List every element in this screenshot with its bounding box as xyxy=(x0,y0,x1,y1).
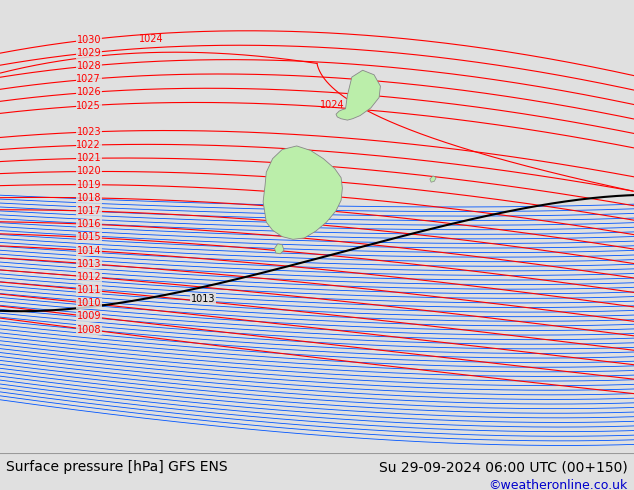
Text: 1022: 1022 xyxy=(77,140,101,150)
Text: 1018: 1018 xyxy=(77,193,101,203)
Text: 1013: 1013 xyxy=(77,259,101,269)
Text: 1023: 1023 xyxy=(77,127,101,137)
Text: 1011: 1011 xyxy=(77,285,101,295)
Text: 1012: 1012 xyxy=(77,272,101,282)
Text: 1020: 1020 xyxy=(77,167,101,176)
Text: 1030: 1030 xyxy=(77,35,101,45)
Text: 1024: 1024 xyxy=(320,100,345,110)
Text: 1021: 1021 xyxy=(77,153,101,163)
Text: ©weatheronline.co.uk: ©weatheronline.co.uk xyxy=(488,479,628,490)
Text: Surface pressure [hPa] GFS ENS: Surface pressure [hPa] GFS ENS xyxy=(6,460,228,474)
Text: 1029: 1029 xyxy=(77,48,101,58)
Polygon shape xyxy=(275,244,284,254)
Text: 1009: 1009 xyxy=(77,312,101,321)
Text: 1025: 1025 xyxy=(77,100,101,111)
Text: 1013: 1013 xyxy=(191,294,216,304)
Text: 1008: 1008 xyxy=(77,325,101,335)
Text: 1015: 1015 xyxy=(77,232,101,243)
Text: 1026: 1026 xyxy=(77,87,101,98)
Text: 1010: 1010 xyxy=(77,298,101,308)
Text: 1014: 1014 xyxy=(77,245,101,256)
Polygon shape xyxy=(430,176,436,182)
Polygon shape xyxy=(336,70,380,120)
Text: 1017: 1017 xyxy=(77,206,101,216)
Text: Su 29-09-2024 06:00 UTC (00+150): Su 29-09-2024 06:00 UTC (00+150) xyxy=(379,460,628,474)
Text: 1028: 1028 xyxy=(77,61,101,71)
Text: 1019: 1019 xyxy=(77,180,101,190)
Text: 1024: 1024 xyxy=(139,33,164,44)
Polygon shape xyxy=(263,146,342,239)
Text: 1016: 1016 xyxy=(77,219,101,229)
Text: 1027: 1027 xyxy=(77,74,101,84)
